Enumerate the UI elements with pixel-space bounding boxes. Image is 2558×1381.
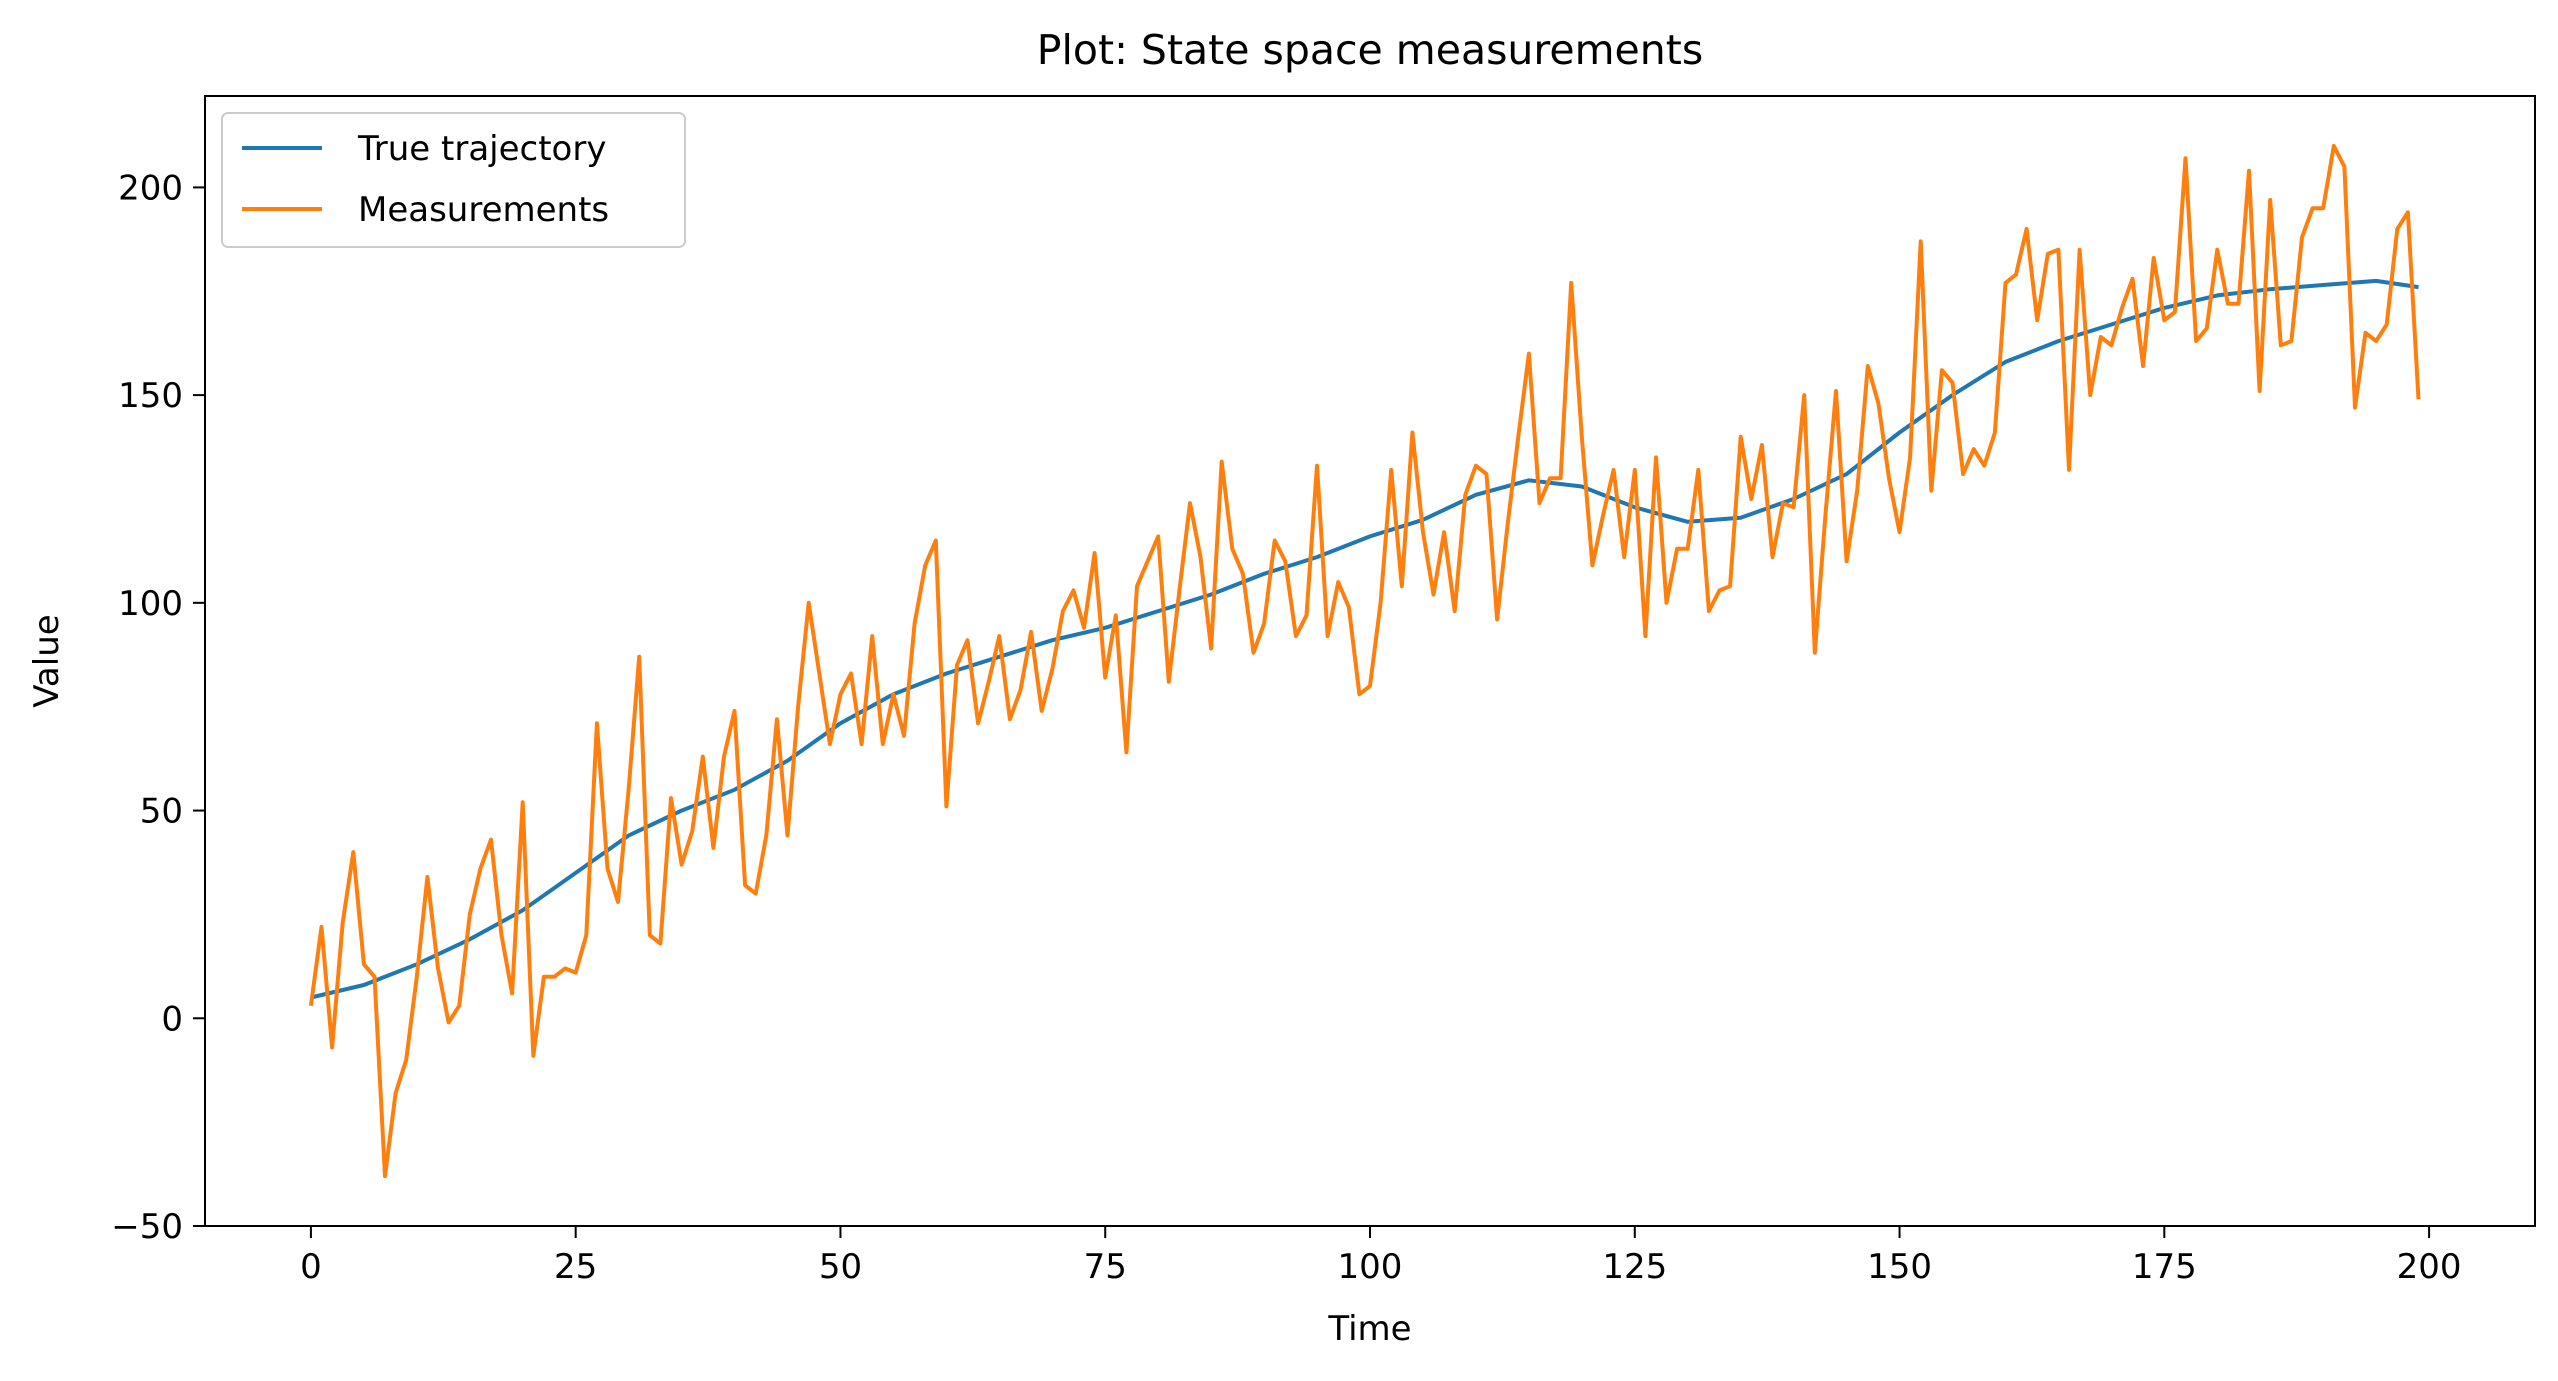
legend-label-measurements: Measurements — [358, 190, 609, 230]
y-tick-label: 150 — [118, 376, 183, 416]
x-axis-ticks: 0 25 50 75 100 125 150 175 200 — [300, 1226, 2462, 1287]
x-tick-label: 100 — [1338, 1247, 1403, 1287]
plot-area: 0 25 50 75 100 125 150 175 200 −50 0 50 100 150 200 — [111, 95, 2536, 1287]
y-tick-label: 100 — [118, 584, 183, 624]
legend-box — [221, 112, 686, 248]
x-tick-label: 150 — [1867, 1247, 1932, 1287]
y-axis-label: Value — [27, 614, 67, 707]
y-axis-ticks: −50 0 50 100 150 200 — [111, 168, 205, 1247]
series-layer — [308, 143, 2421, 1179]
x-tick-label: 50 — [819, 1247, 862, 1287]
x-tick-label: 200 — [2397, 1247, 2462, 1287]
series-line-measurements — [308, 143, 2421, 1179]
legend-label-true-trajectory: True trajectory — [357, 129, 606, 169]
series-line-true-trajectory — [310, 278, 2419, 1000]
x-tick-label: 25 — [554, 1247, 597, 1287]
y-tick-label: −50 — [111, 1207, 183, 1247]
y-tick-label: 50 — [140, 792, 183, 832]
plot-frame — [204, 95, 2536, 1227]
x-axis-label: Time — [1327, 1309, 1411, 1349]
x-tick-label: 175 — [2132, 1247, 2197, 1287]
y-tick-label: 200 — [118, 168, 183, 208]
x-tick-label: 125 — [1602, 1247, 1667, 1287]
chart-title: Plot: State space measurements — [1037, 26, 1703, 74]
legend: True trajectory Measurements — [221, 112, 686, 248]
x-tick-label: 75 — [1084, 1247, 1127, 1287]
y-tick-label: 0 — [161, 999, 183, 1039]
x-tick-label: 0 — [300, 1247, 322, 1287]
